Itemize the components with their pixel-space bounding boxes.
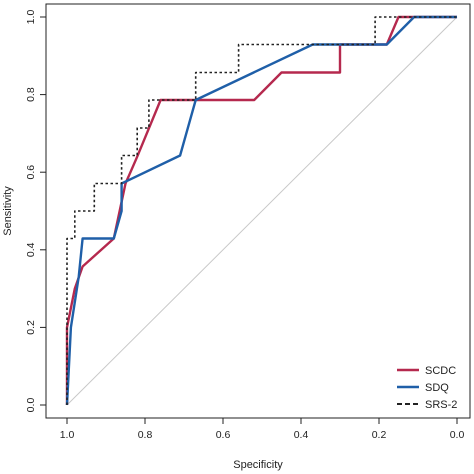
x-axis: 1.0 0.8 0.6 0.4 0.2 0.0 bbox=[60, 417, 465, 441]
legend-label: SDQ bbox=[425, 382, 449, 394]
legend-label: SCDC bbox=[425, 365, 456, 377]
y-tick-label: 0.0 bbox=[25, 398, 37, 413]
x-tick-label: 0.2 bbox=[372, 429, 387, 441]
legend: SCDC SDQ SRS-2 bbox=[397, 365, 457, 411]
x-tick-label: 0.0 bbox=[450, 429, 465, 441]
legend-label: SRS-2 bbox=[425, 399, 457, 411]
y-axis-title: Sensitivity bbox=[2, 186, 14, 236]
y-tick-label: 0.2 bbox=[25, 320, 37, 335]
x-tick-label: 0.4 bbox=[294, 429, 309, 441]
y-axis: 0.0 0.2 0.4 0.6 0.8 1.0 bbox=[25, 10, 47, 413]
x-axis-title: Specificity bbox=[233, 459, 283, 471]
y-tick-label: 0.8 bbox=[25, 87, 37, 102]
y-tick-label: 0.4 bbox=[25, 242, 37, 257]
x-tick-label: 1.0 bbox=[60, 429, 75, 441]
y-tick-label: 1.0 bbox=[25, 10, 37, 25]
series-layer bbox=[65, 15, 457, 406]
y-tick-label: 0.6 bbox=[25, 165, 37, 180]
series-line-srs-2 bbox=[66, 16, 457, 405]
x-tick-label: 0.8 bbox=[138, 429, 153, 441]
x-tick-label: 0.6 bbox=[216, 429, 231, 441]
chance-diagonal-line bbox=[66, 16, 458, 406]
